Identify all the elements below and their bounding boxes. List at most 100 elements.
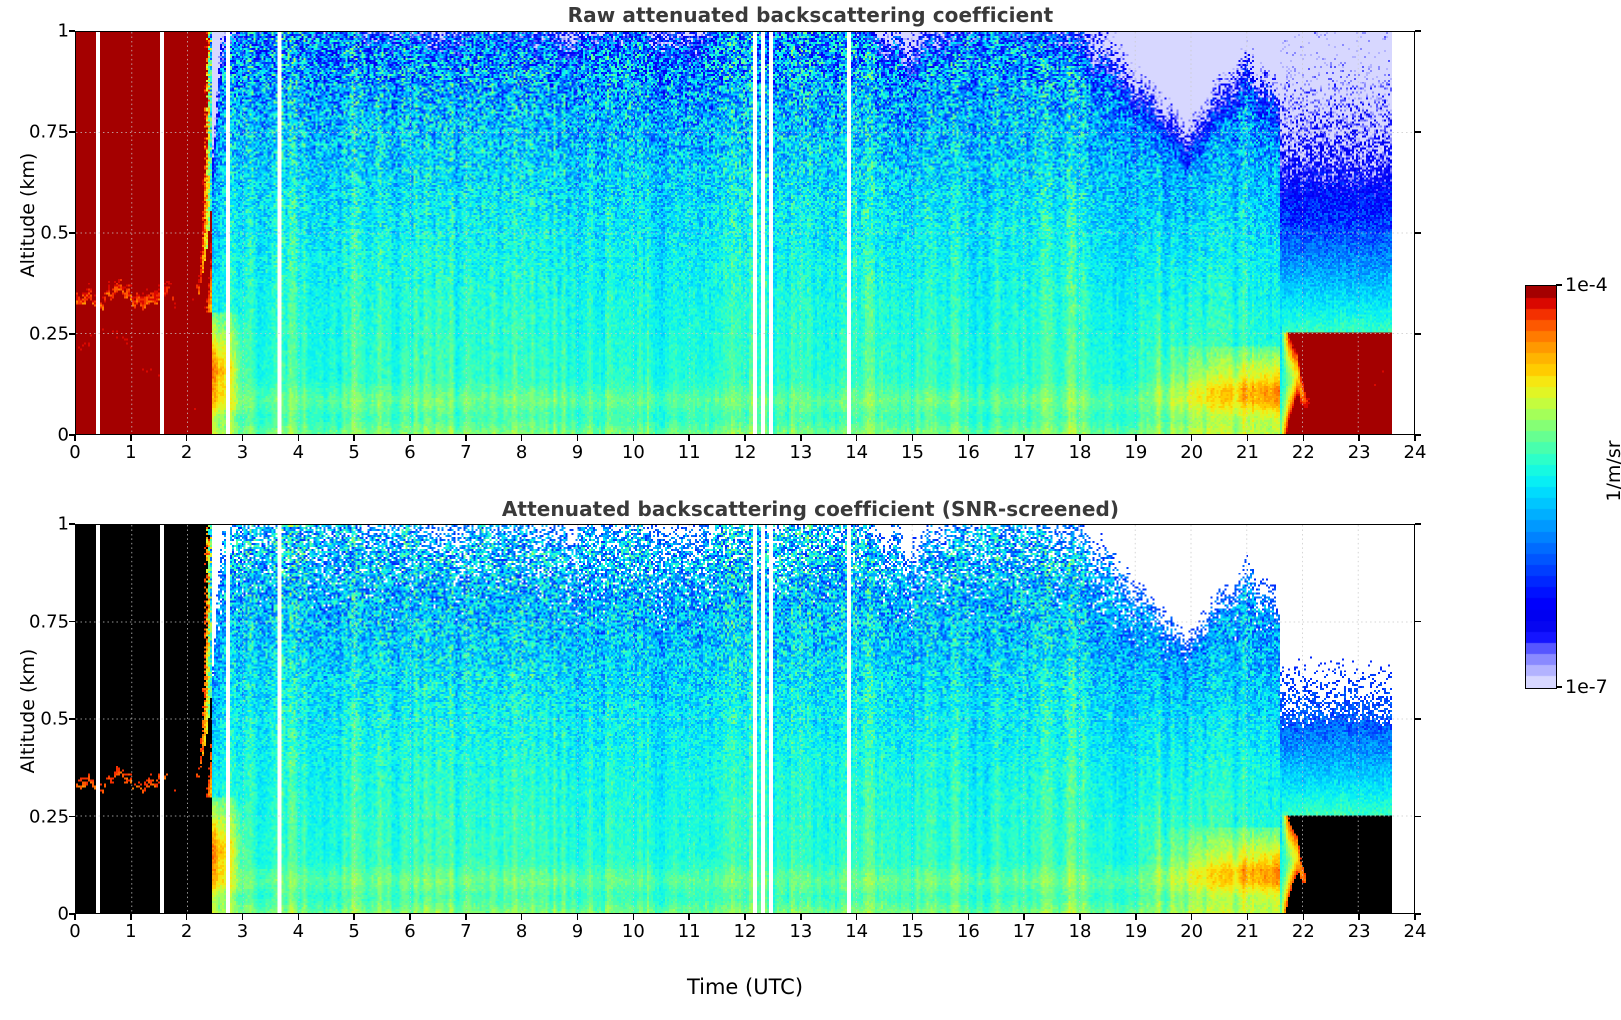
y-tick-mark-right bbox=[1415, 232, 1421, 234]
y-tick-mark bbox=[69, 815, 75, 818]
x-tick-label: 4 bbox=[292, 442, 305, 463]
y-tick-label: 0.5 bbox=[40, 708, 69, 730]
x-tick-label: 21 bbox=[1236, 921, 1259, 942]
x-tick-mark bbox=[520, 914, 523, 920]
x-tick-mark bbox=[130, 914, 132, 920]
y-tick-mark bbox=[69, 718, 75, 720]
x-tick-label: 15 bbox=[901, 442, 924, 463]
x-tick-label: 22 bbox=[1291, 442, 1315, 463]
x-tick-label: 14 bbox=[845, 921, 869, 942]
x-tick-label: 23 bbox=[1347, 442, 1371, 463]
x-tick-mark bbox=[744, 435, 746, 441]
panel-title-snr: Attenuated backscattering coefficient (S… bbox=[501, 497, 1120, 521]
x-tick-label: 1 bbox=[125, 921, 137, 942]
x-tick-mark bbox=[353, 914, 355, 920]
panel-title-raw: Raw attenuated backscattering coefficien… bbox=[567, 3, 1054, 27]
x-tick-mark bbox=[353, 435, 355, 441]
x-tick-label: 18 bbox=[1068, 442, 1092, 463]
y-tick-mark-right bbox=[1415, 620, 1421, 623]
x-tick-mark bbox=[576, 914, 579, 920]
x-tick-label: 3 bbox=[236, 921, 249, 942]
x-tick-mark bbox=[1190, 435, 1193, 441]
y-tick-mark bbox=[69, 232, 75, 234]
x-tick-mark bbox=[520, 435, 523, 441]
x-tick-mark bbox=[130, 435, 132, 441]
x-tick-mark bbox=[1414, 914, 1416, 920]
x-tick-label: 1 bbox=[125, 442, 137, 463]
x-tick-mark bbox=[1135, 914, 1137, 920]
x-tick-mark bbox=[409, 914, 411, 920]
x-tick-mark bbox=[185, 914, 188, 920]
y-tick-label: 0.25 bbox=[29, 806, 70, 827]
x-tick-mark bbox=[911, 435, 914, 441]
x-tick-mark bbox=[1302, 914, 1305, 920]
x-tick-label: 17 bbox=[1012, 442, 1036, 463]
x-tick-label: 8 bbox=[515, 442, 528, 463]
y-tick-label: 0.25 bbox=[29, 323, 70, 345]
x-tick-label: 4 bbox=[292, 921, 305, 942]
x-tick-mark bbox=[297, 435, 300, 441]
x-tick-mark bbox=[1246, 914, 1249, 920]
x-tick-mark bbox=[1190, 914, 1193, 920]
y-tick-mark bbox=[69, 620, 75, 623]
x-tick-label: 7 bbox=[460, 921, 472, 942]
x-tick-mark bbox=[855, 435, 858, 441]
x-tick-mark bbox=[800, 914, 802, 920]
x-tick-mark bbox=[1079, 914, 1081, 920]
y-tick-mark bbox=[69, 131, 75, 133]
colorbar-label: 1/m/sr bbox=[1603, 440, 1621, 502]
x-tick-mark bbox=[241, 435, 244, 441]
x-tick-mark bbox=[1358, 435, 1360, 441]
x-tick-label: 15 bbox=[901, 921, 924, 942]
x-tick-label: 6 bbox=[404, 442, 416, 463]
x-tick-mark bbox=[465, 914, 467, 920]
x-tick-label: 7 bbox=[460, 442, 472, 463]
colorbar[interactable] bbox=[1525, 285, 1557, 689]
x-tick-label: 20 bbox=[1180, 442, 1204, 463]
x-tick-mark bbox=[632, 435, 635, 441]
x-tick-mark bbox=[74, 914, 76, 920]
x-tick-mark bbox=[1414, 435, 1416, 441]
x-tick-label: 16 bbox=[956, 921, 980, 942]
y-tick-mark-right bbox=[1415, 523, 1421, 525]
x-tick-mark bbox=[1023, 435, 1025, 441]
x-tick-mark bbox=[1023, 914, 1025, 920]
colorbar-tick-label: 1e-4 bbox=[1565, 274, 1608, 296]
x-tick-mark bbox=[409, 435, 411, 441]
x-tick-label: 9 bbox=[571, 442, 584, 463]
x-tick-label: 17 bbox=[1012, 921, 1036, 942]
x-tick-mark bbox=[967, 435, 970, 441]
y-tick-mark bbox=[69, 434, 75, 436]
x-tick-label: 3 bbox=[236, 442, 249, 463]
x-tick-label: 14 bbox=[845, 442, 869, 463]
heatmap-panel-raw[interactable] bbox=[75, 31, 1415, 435]
y-tick-label: 0.75 bbox=[29, 121, 70, 143]
x-tick-mark bbox=[800, 435, 802, 441]
y-tick-mark-right bbox=[1415, 718, 1421, 720]
x-tick-mark bbox=[74, 435, 76, 441]
y-tick-mark-right bbox=[1415, 131, 1421, 133]
x-tick-label: 12 bbox=[733, 921, 757, 942]
x-tick-label: 19 bbox=[1124, 921, 1148, 942]
y-tick-mark-right bbox=[1415, 30, 1421, 32]
x-tick-label: 5 bbox=[348, 442, 360, 463]
heatmap-panel-snr[interactable] bbox=[75, 524, 1415, 914]
y-tick-label: 0 bbox=[57, 903, 69, 925]
x-tick-mark bbox=[911, 914, 914, 920]
x-tick-label: 11 bbox=[677, 442, 701, 463]
colorbar-tick-label: 1e-7 bbox=[1565, 676, 1608, 698]
heatmap-image-raw bbox=[76, 32, 1414, 434]
x-tick-mark bbox=[632, 914, 635, 920]
x-tick-label: 21 bbox=[1236, 442, 1259, 463]
x-tick-label: 13 bbox=[789, 442, 813, 463]
x-tick-mark bbox=[744, 914, 746, 920]
x-tick-mark bbox=[967, 914, 970, 920]
x-tick-mark bbox=[241, 914, 244, 920]
y-tick-mark bbox=[69, 333, 75, 335]
y-tick-mark-right bbox=[1415, 333, 1421, 335]
x-tick-mark bbox=[297, 914, 300, 920]
x-tick-mark bbox=[1246, 435, 1249, 441]
x-tick-label: 6 bbox=[404, 921, 416, 942]
x-tick-label: 22 bbox=[1291, 921, 1315, 942]
x-tick-label: 16 bbox=[956, 442, 980, 463]
